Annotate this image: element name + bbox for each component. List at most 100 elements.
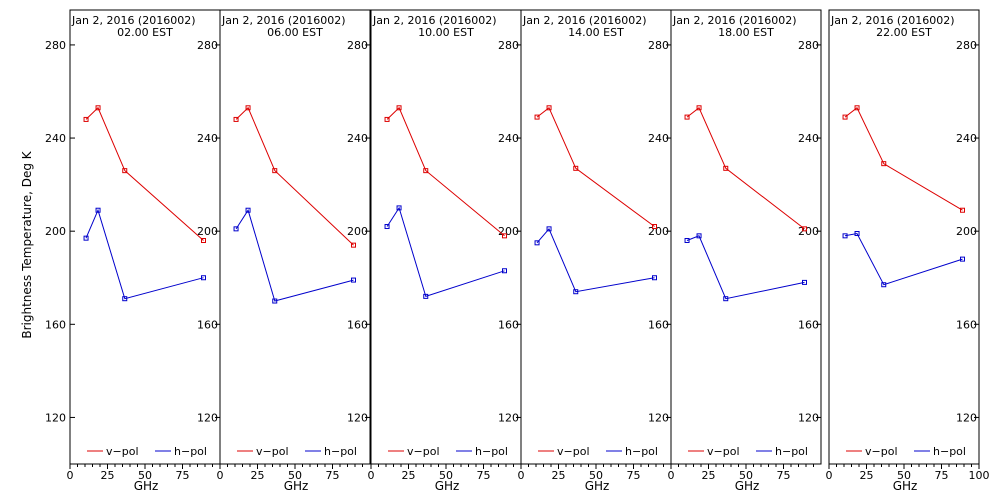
vpol-point	[351, 242, 356, 248]
hpol-line	[85, 208, 204, 300]
x-axis-title: GHz	[585, 479, 610, 493]
panel-6: Jan 2, 2016 (2016002)22.00 EST 120 160 200 2…	[826, 9, 990, 493]
hpol-point	[573, 289, 579, 295]
vpol-line	[85, 106, 204, 241]
y-tick-label: 160	[798, 318, 819, 331]
y-tick-label-left: 160	[45, 318, 66, 331]
y-tick-label: 240	[498, 132, 519, 145]
vpol-point	[245, 105, 251, 111]
hpol-point	[881, 282, 887, 288]
hpol-line	[536, 227, 655, 293]
x-tick-label: 0	[217, 469, 224, 482]
x-axis-title: GHz	[284, 479, 309, 493]
hpol-point	[802, 279, 807, 285]
panel-2: Jan 2, 2016 (2016002)06.00 EST 120 160 200 2…	[217, 9, 371, 493]
y-tick-label: 160	[498, 318, 519, 331]
vpol-point	[842, 114, 848, 120]
vpol-point	[122, 168, 128, 174]
panel-1: Jan 2, 2016 (2016002)02.00 EST 120 120 160 1…	[45, 9, 221, 493]
legend-vpol-label: v−pol	[407, 445, 440, 458]
hpol-point	[652, 275, 657, 281]
panel-title-time: 06.00 EST	[267, 26, 323, 39]
y-tick-label: 280	[798, 39, 819, 52]
vpol-line	[844, 107, 963, 211]
y-tick-label: 160	[347, 318, 368, 331]
vpol-point	[423, 168, 429, 174]
hpol-point	[546, 226, 552, 232]
hpol-point	[684, 237, 690, 243]
hpol-point	[534, 240, 540, 246]
legend-vpol-label: v−pol	[865, 445, 898, 458]
panel-title-time: 10.00 EST	[418, 26, 474, 39]
x-tick-label: 0	[518, 469, 525, 482]
legend-hpol-label: h−pol	[174, 445, 207, 458]
hpol-point	[960, 256, 965, 262]
hpol-point	[396, 205, 402, 211]
x-tick-label: 75	[176, 469, 190, 482]
hpol-point	[122, 296, 128, 302]
x-tick-label: 25	[860, 469, 874, 482]
vpol-point	[95, 105, 101, 111]
legend-vpol-label: v−pol	[106, 445, 139, 458]
y-tick-label: 160	[197, 318, 218, 331]
y-tick-label: 240	[347, 132, 368, 145]
y-tick-label: 200	[798, 225, 819, 238]
y-tick-label: 280	[648, 39, 669, 52]
y-tick-label: 240	[648, 132, 669, 145]
y-tick-label: 120	[956, 411, 977, 424]
panel-title-time: 18.00 EST	[718, 26, 774, 39]
y-tick-label-left: 280	[45, 39, 66, 52]
x-tick-label: 75	[627, 469, 641, 482]
vpol-point	[723, 165, 729, 171]
panels-group: Jan 2, 2016 (2016002)02.00 EST1201201601…	[45, 9, 990, 493]
y-tick-label: 280	[498, 39, 519, 52]
hpol-point	[423, 293, 429, 299]
y-axis-title: Brightness Temperature, Deg K	[20, 150, 34, 338]
y-tick-label: 120	[347, 411, 368, 424]
legend-vpol-label: v−pol	[557, 445, 590, 458]
y-tick-label-left: 120	[45, 411, 66, 424]
hpol-point	[272, 298, 278, 304]
y-tick-label-left: 200	[45, 225, 66, 238]
vpol-point	[384, 116, 390, 122]
x-tick-label: 50	[288, 469, 302, 482]
y-tick-label: 200	[956, 225, 977, 238]
vpol-point	[854, 105, 860, 111]
hpol-point	[233, 226, 239, 232]
y-tick-label: 160	[648, 318, 669, 331]
x-axis-title: GHz	[134, 479, 159, 493]
panel-title-time: 22.00 EST	[876, 26, 932, 39]
y-tick-label: 160	[956, 318, 977, 331]
x-tick-label: 25	[702, 469, 716, 482]
legend-hpol-label: h−pol	[324, 445, 357, 458]
vpol-line	[686, 107, 805, 230]
legend-hpol-label: h−pol	[933, 445, 966, 458]
x-axis-title: GHz	[735, 479, 760, 493]
x-tick-label: 50	[138, 469, 152, 482]
panel-title-date: Jan 2, 2016 (2016002)	[522, 14, 647, 27]
vpol-point	[233, 116, 239, 122]
y-tick-label: 200	[197, 225, 218, 238]
x-tick-label: 25	[552, 469, 566, 482]
vpol-point	[881, 161, 887, 167]
x-tick-label: 75	[326, 469, 340, 482]
x-tick-label: 25	[251, 469, 265, 482]
panel-title-date: Jan 2, 2016 (2016002)	[221, 14, 346, 27]
vpol-point	[272, 168, 278, 174]
hpol-point	[842, 233, 848, 239]
vpol-point	[201, 237, 206, 243]
hpol-point	[245, 207, 251, 213]
x-tick-label: 50	[439, 469, 453, 482]
hpol-point	[696, 233, 702, 239]
hpol-point	[95, 207, 101, 213]
legend-hpol-label: h−pol	[625, 445, 658, 458]
panel-title-date: Jan 2, 2016 (2016002)	[830, 14, 955, 27]
y-tick-label: 240	[798, 132, 819, 145]
vpol-line	[536, 107, 655, 227]
x-tick-label: 50	[589, 469, 603, 482]
vpol-point	[573, 165, 579, 171]
hpol-point	[83, 235, 89, 241]
panel-5: Jan 2, 2016 (2016002)18.00 EST 120 160 200 2…	[668, 9, 822, 493]
panel-title-date: Jan 2, 2016 (2016002)	[672, 14, 797, 27]
